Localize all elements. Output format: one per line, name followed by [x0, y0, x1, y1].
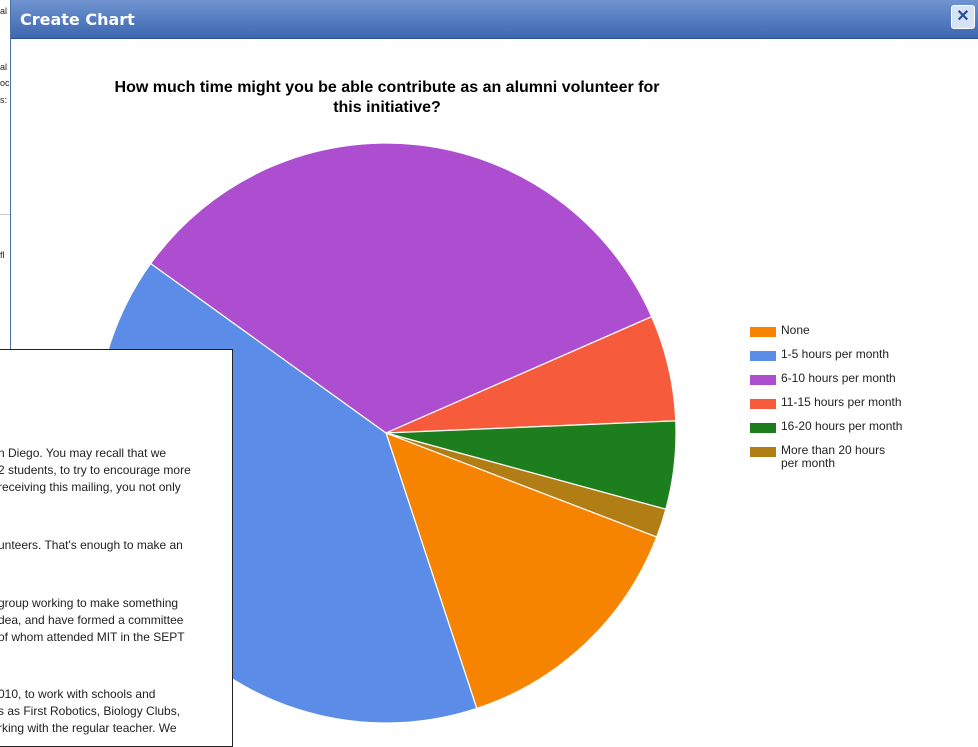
- background-divider: [0, 214, 12, 215]
- legend-swatch: [750, 327, 776, 337]
- letter-text-line: dea, and have formed a committee: [0, 613, 184, 627]
- legend-label: 11-15 hours per month: [781, 395, 902, 409]
- letter-text-line: s as First Robotics, Biology Clubs,: [0, 704, 181, 718]
- legend-swatch: [750, 423, 776, 433]
- legend-label: More than 20 hours per month: [781, 443, 886, 470]
- close-icon[interactable]: ✕: [951, 5, 975, 29]
- background-text: oc: [0, 78, 10, 88]
- dialog-title: Create Chart: [20, 10, 135, 29]
- chart-title: How much time might you be able contribu…: [114, 79, 660, 116]
- legend-label: None: [781, 323, 810, 337]
- legend-swatch: [750, 447, 776, 457]
- letter-text-line: 2 students, to try to encourage more: [0, 463, 191, 477]
- legend-label: 6-10 hours per month: [781, 371, 896, 385]
- dialog-titlebar[interactable]: Create Chart ✕: [11, 0, 978, 39]
- letter-text-line: group working to make something: [0, 596, 179, 610]
- background-text: fl: [0, 250, 5, 260]
- letter-text-line: of whom attended MIT in the SEPT: [0, 630, 185, 644]
- legend-label: 16-20 hours per month: [781, 419, 903, 433]
- pie-slice-more-than-20-hours-per-month: [385, 432, 667, 538]
- legend-swatch: [750, 399, 776, 409]
- legend-label: 1-5 hours per month: [781, 347, 890, 361]
- letter-text-line: 010, to work with schools and: [0, 687, 156, 701]
- pie-slice-6-10-hours-per-month: [149, 142, 653, 434]
- letter-window[interactable]: n Diego. You may recall that we 2 studen…: [0, 349, 233, 747]
- letter-text-line: rking with the regular teacher. We: [0, 721, 177, 735]
- letter-text-line: n Diego. You may recall that we: [0, 446, 167, 460]
- background-text: al: [0, 62, 8, 72]
- background-text: s:: [0, 95, 8, 105]
- letter-text-line: receiving this mailing, you not only: [0, 480, 181, 494]
- legend-swatch: [750, 375, 776, 385]
- pie-slice-none: [385, 431, 658, 710]
- letter-text-line: unteers. That's enough to make an: [0, 538, 183, 552]
- background-text: al: [0, 6, 8, 16]
- legend-swatch: [750, 351, 776, 361]
